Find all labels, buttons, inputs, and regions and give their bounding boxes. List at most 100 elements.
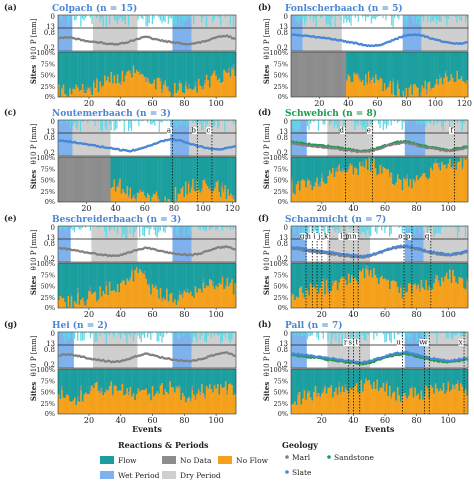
flow-bar (346, 369, 349, 391)
event-marker-bg (324, 233, 330, 240)
precip-bar (422, 332, 424, 337)
precip-bar (202, 15, 204, 18)
flow-bar (292, 369, 295, 404)
precip-bar (365, 120, 367, 132)
noflow-bar (129, 73, 132, 97)
noflow-bar (67, 296, 70, 308)
nodata-bar (362, 161, 364, 167)
x-tick-label: 80 (412, 204, 422, 213)
noflow-bar (452, 169, 454, 202)
flow-bar (412, 52, 415, 85)
noflow-bar (228, 384, 230, 414)
noflow-bar (149, 201, 152, 202)
flow-bar (456, 263, 459, 285)
nodata-bar (390, 396, 393, 399)
precip-bar (205, 226, 208, 231)
noflow-bar (228, 72, 230, 97)
flow-bar (335, 369, 338, 388)
flow-bar (178, 52, 181, 81)
flow-bar (91, 369, 94, 386)
x-tick-label: 100 (196, 204, 211, 213)
noflow-bar (303, 390, 306, 414)
precip-bar (335, 226, 337, 233)
precip-bar (58, 120, 60, 121)
flow-bar (395, 157, 398, 183)
precip-bar (147, 332, 149, 338)
noflow-bar (78, 402, 81, 414)
flow-bar (360, 157, 363, 167)
nodata-bar (333, 52, 335, 97)
precip-bar (116, 15, 119, 24)
noflow-bar (450, 167, 453, 202)
flow-bar (391, 52, 393, 95)
flow-bar (127, 52, 130, 71)
nodata-bar (90, 157, 92, 202)
flow-bar (376, 263, 379, 279)
precip-bar (335, 120, 337, 125)
flow-bar (59, 52, 62, 97)
noflow-bar (349, 76, 351, 97)
precip-bar (201, 15, 203, 23)
noflow-bar (126, 186, 129, 202)
flow-bar (417, 369, 420, 394)
flow-bar (218, 369, 221, 395)
noflow-bar (83, 394, 86, 414)
flow-bar (333, 369, 336, 393)
noflow-bar (178, 387, 181, 414)
nodata-bar (221, 275, 224, 279)
wet-period-band (58, 226, 71, 262)
precip-bar (205, 332, 208, 343)
noflow-bar (148, 286, 151, 308)
flow-bar (165, 157, 168, 202)
nodata-bar (159, 78, 162, 82)
event-marker-letter: m (345, 233, 352, 241)
noflow-bar (61, 390, 63, 414)
noflow-bar (94, 291, 97, 308)
precip-bar (151, 120, 153, 125)
noflow-bar (132, 393, 135, 414)
wet-period-band (291, 332, 307, 368)
sites-tick: 100% (269, 154, 288, 162)
noflow-bar (194, 400, 197, 414)
nodata-bar (95, 157, 98, 202)
precip-bar (116, 120, 118, 129)
legend-swatch-noflow (218, 456, 232, 464)
flow-bar (181, 263, 184, 294)
flow-bar (124, 52, 127, 76)
noflow-bar (115, 385, 118, 414)
precip-bar (415, 226, 418, 227)
nodata-bar (166, 288, 168, 290)
noflow-bar (401, 298, 404, 308)
precip-bar (455, 332, 457, 336)
noflow-bar (81, 84, 84, 97)
nodata-bar (199, 85, 202, 87)
flow-bar (72, 369, 75, 401)
precip-bar (72, 15, 74, 17)
flow-bar (453, 263, 456, 277)
precip-bar (65, 226, 68, 229)
flow-bar (86, 369, 89, 395)
sites-axis-label: Sites (262, 65, 271, 84)
noflow-bar (434, 279, 437, 308)
sites-tick: 75% (274, 377, 288, 385)
wet-period-band (58, 120, 73, 156)
noflow-bar (428, 286, 431, 308)
event-marker-letter: b (191, 127, 196, 135)
noflow-bar (167, 301, 170, 308)
noflow-bar (455, 384, 458, 414)
noflow-bar (309, 185, 312, 202)
flow-bar (357, 369, 360, 393)
flow-bar (91, 263, 94, 295)
flow-bar (180, 369, 183, 401)
flow-bar (328, 369, 331, 388)
noflow-bar (459, 78, 461, 97)
noflow-bar (115, 292, 118, 308)
noflow-bar (292, 193, 295, 202)
flow-bar (351, 52, 354, 83)
flow-bar (161, 369, 164, 383)
nodata-bar (132, 65, 135, 67)
noflow-bar (366, 381, 369, 414)
noflow-bar (458, 161, 461, 202)
noflow-bar (130, 199, 133, 202)
flow-bar (332, 263, 334, 281)
